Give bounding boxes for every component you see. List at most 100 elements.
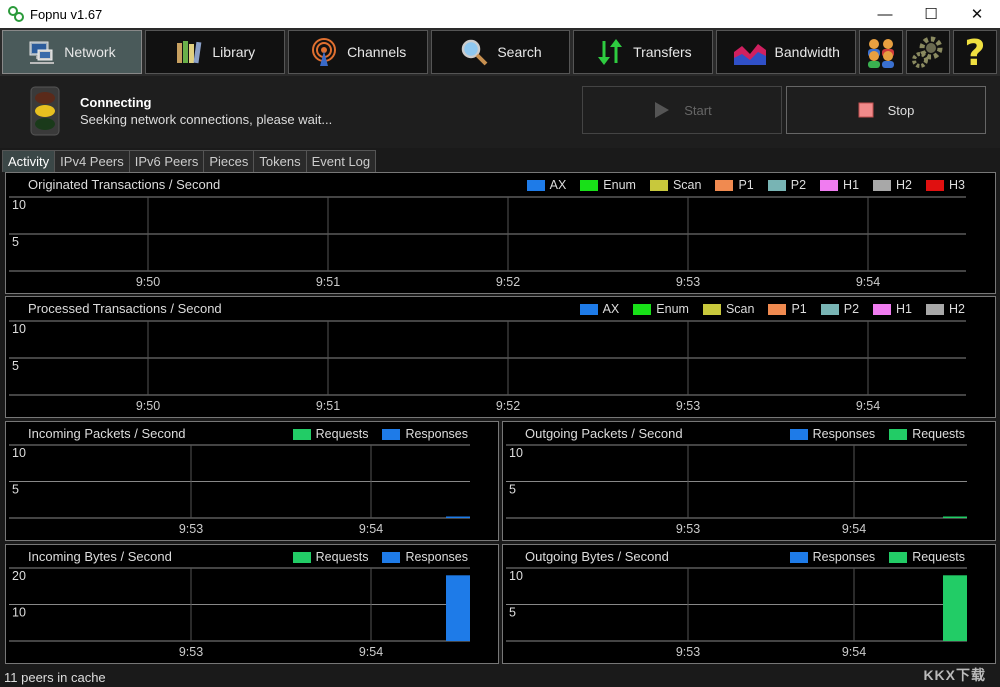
play-icon	[655, 102, 670, 118]
bandwidth-button[interactable]: Bandwidth	[716, 30, 857, 74]
users-button[interactable]	[859, 30, 904, 74]
legend-swatch	[580, 179, 599, 191]
legend-item: H1	[820, 178, 859, 192]
tab-pieces[interactable]: Pieces	[203, 150, 255, 172]
x-tick-label: 9:53	[676, 275, 700, 289]
y-tick-label: 10	[12, 606, 26, 620]
transfers-button[interactable]: Transfers	[573, 30, 714, 74]
originated-transactions-chart: Originated Transactions / Second AX Enum S…	[5, 172, 996, 294]
close-button[interactable]: ✕	[970, 6, 984, 23]
legend-swatch	[768, 303, 787, 315]
legend-swatch	[382, 551, 401, 563]
watermark-logo: KKX下载	[923, 667, 986, 683]
tab-activity[interactable]: Activity	[2, 150, 56, 172]
legend-label: Requests	[315, 427, 369, 441]
legend-swatch	[382, 428, 401, 440]
legend-item: Responses	[382, 427, 468, 441]
legend-label: AX	[602, 302, 620, 316]
start-button[interactable]: Start	[582, 86, 782, 134]
legend-label: H1	[896, 302, 913, 316]
legend-label: H1	[843, 178, 860, 192]
processed-transactions-chart: Processed Transactions / Second AX Enum Sc…	[5, 296, 996, 418]
legend-item: Responses	[382, 550, 468, 564]
legend-label: Scan	[725, 302, 755, 316]
legend-label: P1	[791, 302, 807, 316]
y-tick-label: 20	[12, 569, 26, 583]
legend-item: Requests	[889, 550, 965, 564]
legend-item: H3	[926, 178, 965, 192]
bandwidth-chart-icon	[733, 44, 766, 65]
question-mark-icon: ?	[965, 34, 986, 70]
legend-swatch	[292, 428, 311, 440]
incoming-bytes-chart: Incoming Bytes / Second Requests Response…	[5, 544, 499, 664]
stop-button[interactable]: Stop	[786, 86, 986, 134]
legend-swatch	[633, 303, 652, 315]
outgoing-bytes-chart: Outgoing Bytes / Second Responses Request…	[502, 544, 996, 664]
peer-cache-count: 11 peers in cache	[4, 670, 106, 685]
x-tick-label: 9:52	[496, 275, 520, 289]
tab-event-log[interactable]: Event Log	[305, 150, 377, 172]
x-tick-label: 9:50	[136, 275, 160, 289]
tab-tokens[interactable]: Tokens	[253, 150, 307, 172]
legend-swatch	[889, 428, 908, 440]
settings-button[interactable]	[906, 30, 951, 74]
window-title: Fopnu v1.67	[30, 6, 103, 22]
legend-swatch	[715, 179, 734, 191]
legend-label: Scan	[672, 178, 702, 192]
chart-legend: Responses Requests	[789, 427, 965, 441]
main-toolbar: Network Library Channels Search	[0, 28, 1000, 76]
help-button[interactable]: ?	[953, 30, 998, 74]
data-bar	[446, 516, 470, 518]
legend-label: H2	[949, 302, 965, 316]
chart-legend: Responses Requests	[789, 550, 965, 564]
legend-label: Responses	[812, 550, 876, 564]
chart-title: Outgoing Packets / Second	[525, 426, 683, 441]
chart-plot: 10 5 9:53 9:54	[506, 567, 967, 659]
legend-swatch	[789, 428, 808, 440]
legend-swatch	[579, 303, 598, 315]
tab-ipv6-peers[interactable]: IPv6 Peers	[128, 150, 205, 172]
chart-legend: AX Enum Scan P1 P2 H1 H2 H3	[526, 178, 965, 192]
x-tick-label: 9:54	[856, 275, 880, 289]
y-tick-label: 5	[12, 235, 19, 249]
legend-swatch	[889, 551, 908, 563]
legend-swatch	[767, 179, 786, 191]
legend-item: AX	[579, 302, 620, 316]
x-tick-label: 9:53	[676, 645, 700, 659]
stop-icon	[858, 102, 874, 118]
chart-plot: 10 5 9:50 9:51 9:52 9:53 9:54	[9, 196, 966, 289]
gears-icon	[912, 36, 943, 68]
svg-text:?: ?	[965, 34, 986, 70]
y-tick-label: 10	[12, 322, 26, 336]
bandwidth-label: Bandwidth	[774, 44, 840, 60]
library-button[interactable]: Library	[144, 30, 285, 74]
search-button[interactable]: Search	[430, 30, 571, 74]
legend-swatch	[702, 303, 721, 315]
legend-swatch	[820, 303, 839, 315]
chart-title: Outgoing Bytes / Second	[525, 549, 669, 564]
legend-item: Enum	[580, 178, 636, 192]
legend-item: Responses	[789, 427, 875, 441]
x-tick-label: 9:50	[136, 399, 160, 413]
data-bar	[446, 575, 470, 641]
chart-title: Incoming Bytes / Second	[28, 549, 172, 564]
legend-swatch	[926, 179, 945, 191]
legend-label: Responses	[405, 550, 468, 564]
legend-label: H2	[896, 178, 913, 192]
legend-item: Requests	[889, 427, 965, 441]
legend-swatch	[873, 179, 892, 191]
legend-item: Responses	[789, 550, 876, 564]
channels-button[interactable]: Channels	[287, 30, 428, 74]
start-label: Start	[684, 102, 712, 118]
maximize-button[interactable]: ☐	[924, 6, 938, 23]
network-button[interactable]: Network	[2, 30, 142, 74]
legend-item: Enum	[633, 302, 689, 316]
tab-ipv4-peers[interactable]: IPv4 Peers	[54, 150, 130, 172]
network-icon	[29, 41, 55, 64]
search-label: Search	[497, 44, 542, 60]
legend-swatch	[820, 179, 839, 191]
legend-swatch	[926, 303, 945, 315]
x-tick-label: 9:53	[179, 645, 203, 659]
legend-swatch	[526, 179, 545, 191]
minimize-button[interactable]: —	[877, 5, 893, 23]
